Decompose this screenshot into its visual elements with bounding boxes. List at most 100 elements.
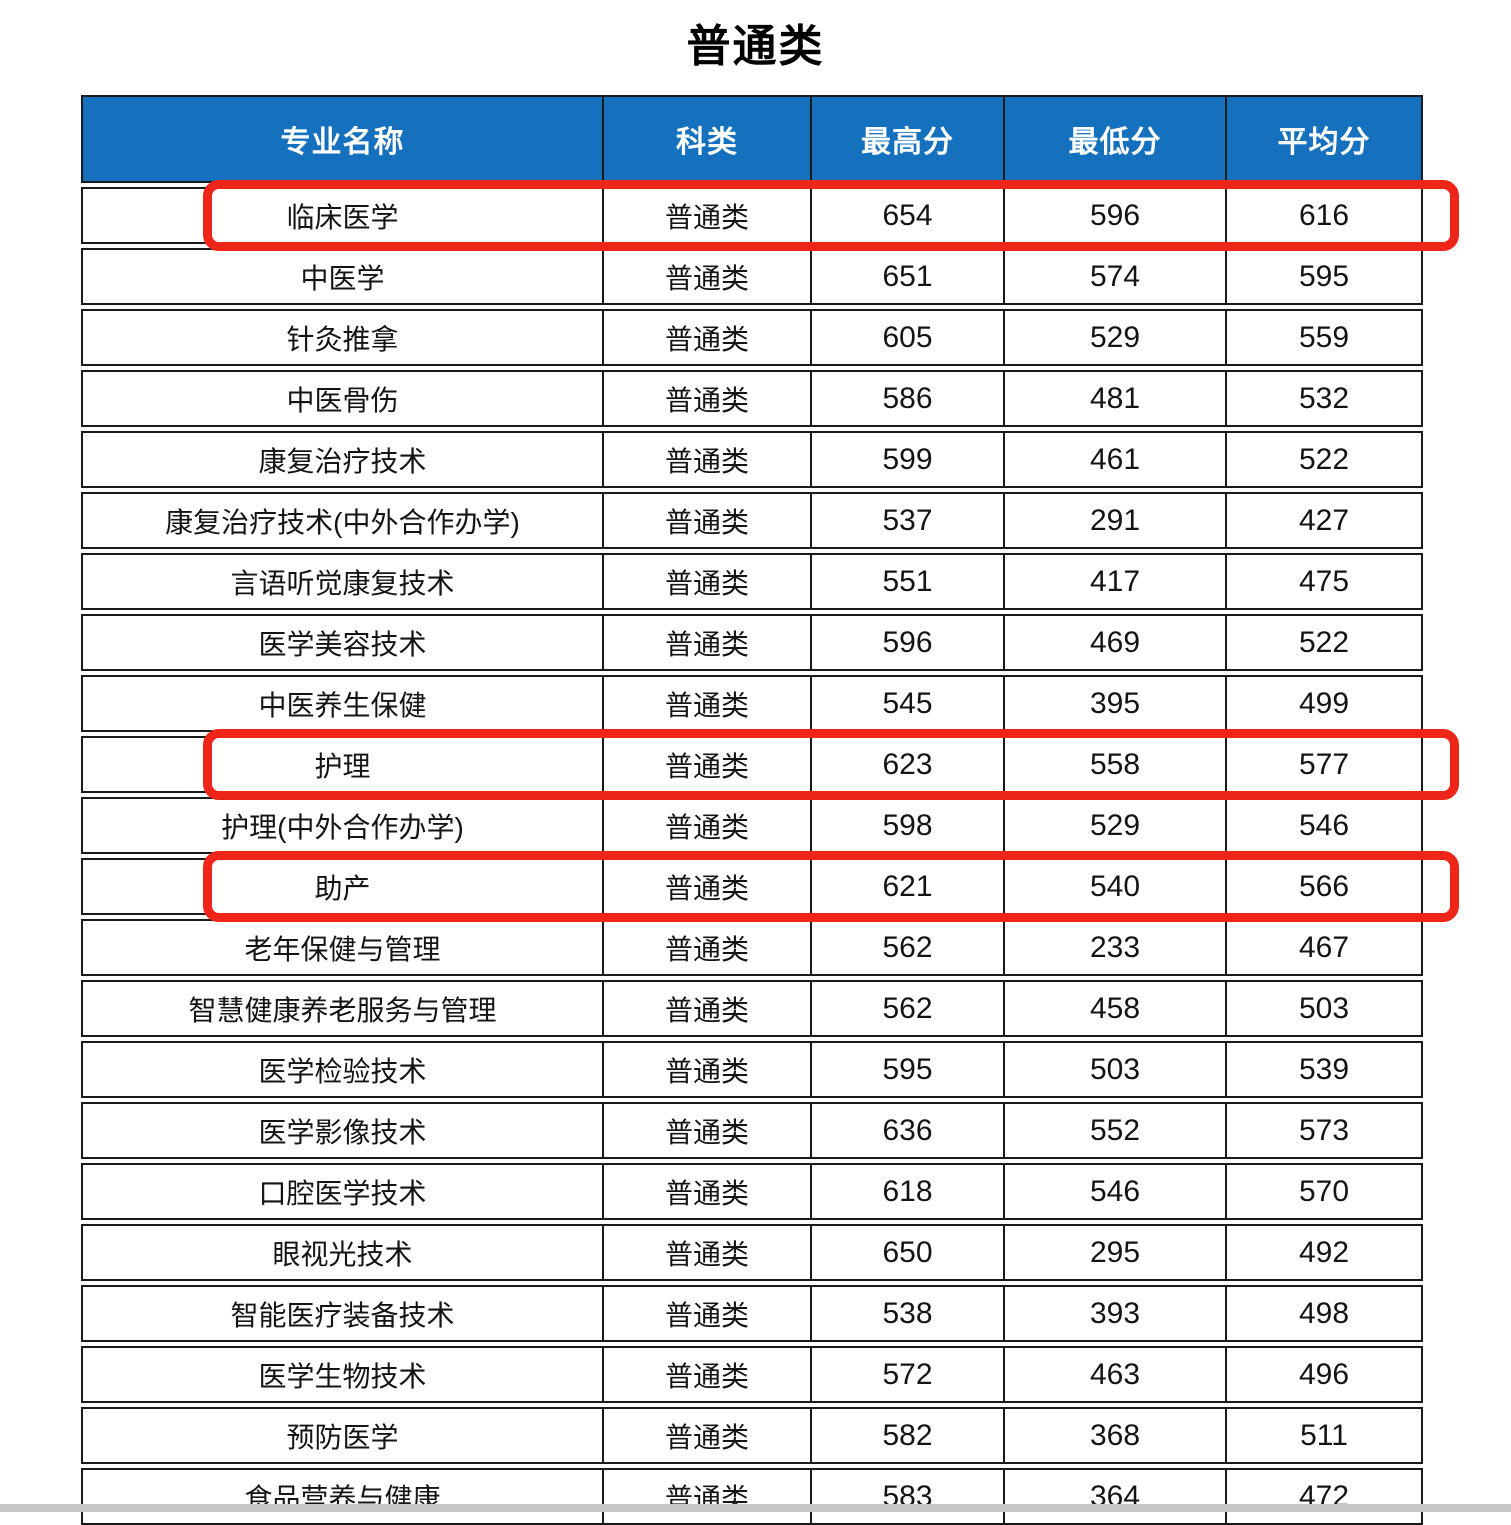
cell-major: 言语听觉康复技术	[230, 567, 455, 599]
cell-max-score: 595	[810, 1043, 1003, 1096]
cell-avg-score: 573	[1225, 1104, 1421, 1157]
cell-category: 普通类	[602, 1409, 810, 1462]
cell-avg-score: 467	[1225, 921, 1421, 974]
cell-category: 普通类	[602, 189, 810, 242]
cell-max-score: 583	[810, 1470, 1003, 1523]
cell-avg-score: 539	[1225, 1043, 1421, 1096]
cell-category: 普通类	[602, 677, 810, 730]
cell-max-score: 618	[810, 1165, 1003, 1218]
cell-max-score: 562	[810, 982, 1003, 1035]
cell-category: 普通类	[602, 494, 810, 547]
cell-major: 中医学	[300, 262, 385, 294]
cell-max-score: 582	[810, 1409, 1003, 1462]
bottom-shadow-bar	[0, 1504, 1511, 1512]
cell-major: 护理	[314, 750, 371, 782]
cell-major: 眼视光技术	[272, 1238, 413, 1270]
cell-avg-score: 595	[1225, 250, 1421, 303]
page-title: 普通类	[686, 22, 825, 71]
cell-major: 中医养生保健	[258, 689, 427, 721]
cell-min-score: 463	[1003, 1348, 1225, 1401]
cell-category: 普通类	[602, 372, 810, 425]
table-row: 智能医疗装备技术 普通类 538 393 498	[81, 1285, 1423, 1342]
cell-category: 普通类	[602, 1226, 810, 1279]
cell-avg-score: 616	[1225, 189, 1421, 242]
cell-avg-score: 532	[1225, 372, 1421, 425]
table-row: 食品营养与健康 普通类 583 364 472	[81, 1468, 1423, 1525]
cell-major: 智慧健康养老服务与管理	[188, 994, 497, 1026]
cell-avg-score: 496	[1225, 1348, 1421, 1401]
cell-major: 医学美容技术	[258, 628, 427, 660]
cell-avg-score: 559	[1225, 311, 1421, 364]
cell-min-score: 529	[1003, 311, 1225, 364]
header-cell-max: 最高分	[810, 97, 1003, 181]
cell-avg-score: 511	[1225, 1409, 1421, 1462]
table-row: 康复治疗技术(中外合作办学) 普通类 537 291 427	[81, 492, 1423, 549]
cell-min-score: 368	[1003, 1409, 1225, 1462]
cell-min-score: 393	[1003, 1287, 1225, 1340]
cell-min-score: 469	[1003, 616, 1225, 669]
cell-major: 助产	[314, 872, 371, 904]
cell-max-score: 551	[810, 555, 1003, 608]
cell-min-score: 291	[1003, 494, 1225, 547]
table-row: 中医学 普通类 651 574 595	[81, 248, 1423, 305]
cell-major: 护理(中外合作办学)	[221, 811, 464, 843]
table-row: 言语听觉康复技术 普通类 551 417 475	[81, 553, 1423, 610]
cell-major: 中医骨伤	[286, 384, 399, 416]
cell-min-score: 596	[1003, 189, 1225, 242]
cell-category: 普通类	[602, 1470, 810, 1523]
cell-avg-score: 472	[1225, 1470, 1421, 1523]
cell-max-score: 562	[810, 921, 1003, 974]
cell-avg-score: 499	[1225, 677, 1421, 730]
cell-min-score: 458	[1003, 982, 1225, 1035]
cell-category: 普通类	[602, 1348, 810, 1401]
cell-avg-score: 503	[1225, 982, 1421, 1035]
header-cell-avg: 平均分	[1225, 97, 1421, 181]
cell-avg-score: 427	[1225, 494, 1421, 547]
table-row: 预防医学 普通类 582 368 511	[81, 1407, 1423, 1464]
table-row: 智慧健康养老服务与管理 普通类 562 458 503	[81, 980, 1423, 1037]
cell-major: 针灸推拿	[286, 323, 399, 355]
table-row: 老年保健与管理 普通类 562 233 467	[81, 919, 1423, 976]
cell-min-score: 295	[1003, 1226, 1225, 1279]
cell-min-score: 574	[1003, 250, 1225, 303]
cell-max-score: 651	[810, 250, 1003, 303]
cell-category: 普通类	[602, 860, 810, 913]
cell-max-score: 596	[810, 616, 1003, 669]
cell-category: 普通类	[602, 1287, 810, 1340]
table-row: 中医养生保健 普通类 545 395 499	[81, 675, 1423, 732]
cell-category: 普通类	[602, 1043, 810, 1096]
cell-category: 普通类	[602, 799, 810, 852]
cell-max-score: 545	[810, 677, 1003, 730]
cell-min-score: 364	[1003, 1470, 1225, 1523]
cell-major: 食品营养与健康	[244, 1482, 441, 1514]
cell-min-score: 233	[1003, 921, 1225, 974]
cell-max-score: 538	[810, 1287, 1003, 1340]
cell-max-score: 621	[810, 860, 1003, 913]
table-row: 护理 普通类 623 558 577	[81, 729, 1459, 800]
cell-category: 普通类	[602, 555, 810, 608]
cell-min-score: 558	[1003, 738, 1225, 791]
cell-max-score: 654	[810, 189, 1003, 242]
cell-min-score: 503	[1003, 1043, 1225, 1096]
cell-major: 老年保健与管理	[244, 933, 441, 965]
table-row: 康复治疗技术 普通类 599 461 522	[81, 431, 1423, 488]
table-row: 针灸推拿 普通类 605 529 559	[81, 309, 1423, 366]
cell-min-score: 540	[1003, 860, 1225, 913]
cell-min-score: 546	[1003, 1165, 1225, 1218]
cell-avg-score: 577	[1225, 738, 1421, 791]
cell-max-score: 598	[810, 799, 1003, 852]
cell-avg-score: 475	[1225, 555, 1421, 608]
cell-max-score: 623	[810, 738, 1003, 791]
table-row: 眼视光技术 普通类 650 295 492	[81, 1224, 1423, 1281]
cell-major: 康复治疗技术(中外合作办学)	[165, 506, 520, 538]
cell-category: 普通类	[602, 982, 810, 1035]
cell-category: 普通类	[602, 250, 810, 303]
cell-avg-score: 546	[1225, 799, 1421, 852]
cell-avg-score: 492	[1225, 1226, 1421, 1279]
cell-major: 医学生物技术	[258, 1360, 427, 1392]
cell-category: 普通类	[602, 433, 810, 486]
header-cell-min: 最低分	[1003, 97, 1225, 181]
cell-min-score: 417	[1003, 555, 1225, 608]
table-row: 医学生物技术 普通类 572 463 496	[81, 1346, 1423, 1403]
